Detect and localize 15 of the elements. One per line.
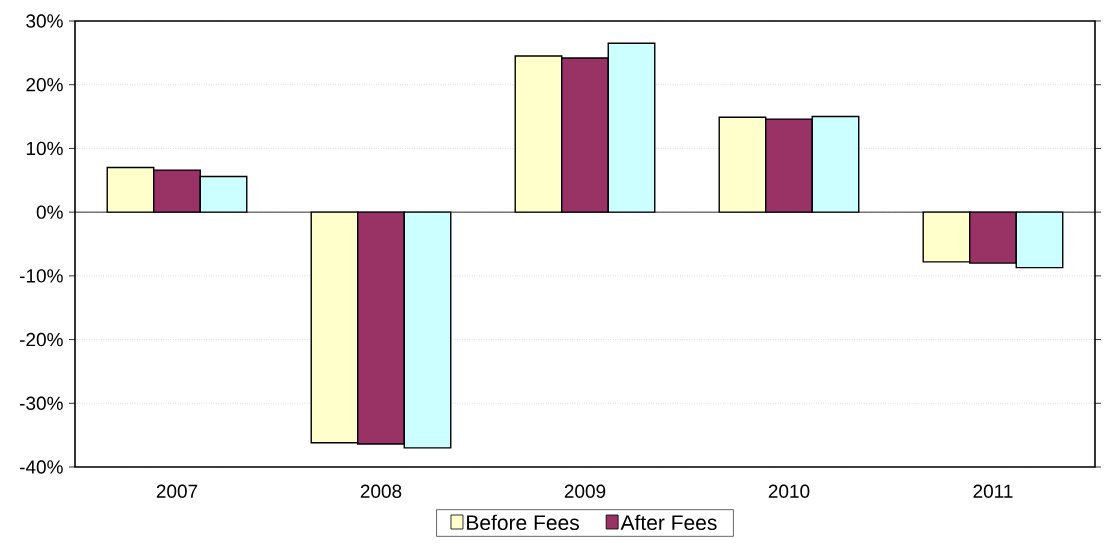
x-tick-label: 2010 <box>768 484 810 498</box>
y-tick-label: -30% <box>19 396 63 411</box>
x-tick-label: 2011 <box>973 484 1013 498</box>
legend-label: After Fees <box>620 514 717 531</box>
x-tick-label: 2007 <box>156 484 198 498</box>
y-tick-label: -10% <box>19 269 63 283</box>
x-tick-label: 2008 <box>360 484 402 498</box>
y-tick-label: 10% <box>26 141 63 156</box>
legend-label: Before Fees <box>467 514 579 531</box>
y-tick-label: 0% <box>36 205 63 219</box>
y-tick-label: -20% <box>19 332 63 347</box>
x-tick-label: 2009 <box>564 484 606 498</box>
y-tick-label: 30% <box>26 14 63 28</box>
y-tick-label: 20% <box>26 77 63 92</box>
y-tick-label: -40% <box>19 460 63 474</box>
